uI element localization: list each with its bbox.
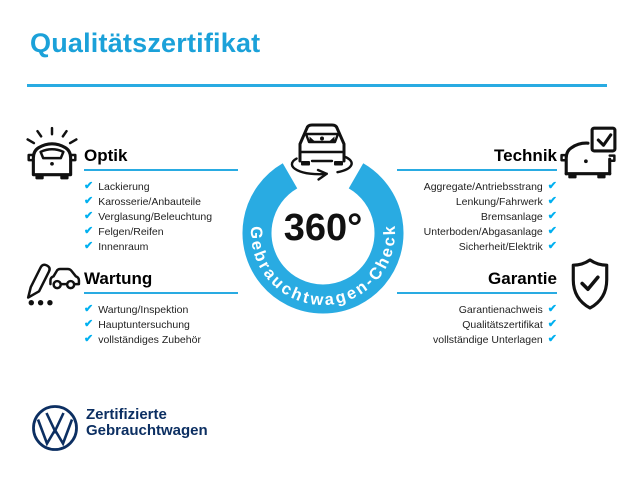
checklist-item: Bremsanlage ✔ (480, 210, 557, 223)
check-icon: ✔ (547, 210, 557, 222)
check-icon: ✔ (84, 180, 94, 192)
section-garantie: Garantie Garantienachweis ✔ Qualitätszert… (397, 269, 557, 347)
section-divider (397, 169, 557, 171)
checklist-item: ✔ Felgen/Reifen (84, 225, 164, 238)
check-icon: ✔ (547, 318, 557, 330)
car-rotate-icon (290, 123, 353, 181)
section-heading: Wartung (84, 269, 153, 288)
check-icon: ✔ (547, 303, 557, 315)
car-checkbox-icon (560, 126, 617, 179)
service-checklist-icon (26, 263, 81, 306)
check-icon: ✔ (547, 195, 557, 207)
section-optik: Optik ✔ Lackierung ✔ Karosserie/Anbauteile… (84, 146, 238, 254)
shield-check-icon (571, 258, 609, 310)
check-icon: ✔ (84, 195, 94, 207)
section-technik: Technik Aggregate/Antriebsstrang ✔ Lenkun… (397, 146, 557, 254)
brand-line2: Gebrauchtwagen (86, 422, 208, 439)
checklist-item: ✔ Lackierung (84, 180, 150, 193)
checklist-item: ✔ Innenraum (84, 240, 149, 253)
section-heading: Garantie (488, 269, 557, 288)
checklist-item: Qualitätszertifikat ✔ (462, 318, 557, 331)
check-icon: ✔ (547, 180, 557, 192)
checklist-item: vollständige Unterlagen ✔ (433, 333, 557, 346)
checklist-item: Garantienachweis ✔ (458, 303, 557, 316)
360-check-ring: Gebrauchtwagen-Check (242, 163, 404, 314)
checklist-item: Sicherheit/Elektrik ✔ (458, 240, 557, 253)
page-title: Qualitätszertifikat (30, 28, 261, 58)
checklist-item: ✔ Hauptuntersuchung (84, 318, 190, 331)
check-icon: ✔ (547, 225, 557, 237)
section-divider (397, 292, 557, 294)
vw-logo-icon (32, 405, 78, 451)
section-divider (84, 169, 238, 171)
section-heading: Optik (84, 146, 128, 165)
title-divider (27, 84, 607, 87)
section-wartung: Wartung ✔ Wartung/Inspektion ✔ Hauptunters… (84, 269, 238, 347)
check-icon: ✔ (84, 318, 94, 330)
check-icon: ✔ (84, 303, 94, 315)
brand-line1: Zertifizierte (86, 406, 167, 423)
degree-label: 360° (283, 207, 363, 249)
brand-text: Zertifizierte Gebrauchtwagen (86, 407, 208, 439)
check-icon: ✔ (547, 333, 557, 345)
section-divider (84, 292, 238, 294)
section-heading: Technik (494, 146, 557, 165)
check-icon: ✔ (84, 240, 94, 252)
check-icon: ✔ (84, 225, 94, 237)
check-icon: ✔ (84, 333, 94, 345)
checklist-item: Lenkung/Fahrwerk ✔ (455, 195, 557, 208)
car-shine-icon (26, 126, 78, 180)
checklist-item: Aggregate/Antriebsstrang ✔ (423, 180, 557, 193)
check-icon: ✔ (547, 240, 557, 252)
checklist-item: Unterboden/Abgasanlage ✔ (423, 225, 557, 238)
checklist-item: ✔ Karosserie/Anbauteile (84, 195, 201, 208)
checklist-item: ✔ Wartung/Inspektion (84, 303, 189, 316)
checklist-item: ✔ vollständiges Zubehör (84, 333, 201, 346)
check-icon: ✔ (84, 210, 94, 222)
checklist-item: ✔ Verglasung/Beleuchtung (84, 210, 213, 223)
